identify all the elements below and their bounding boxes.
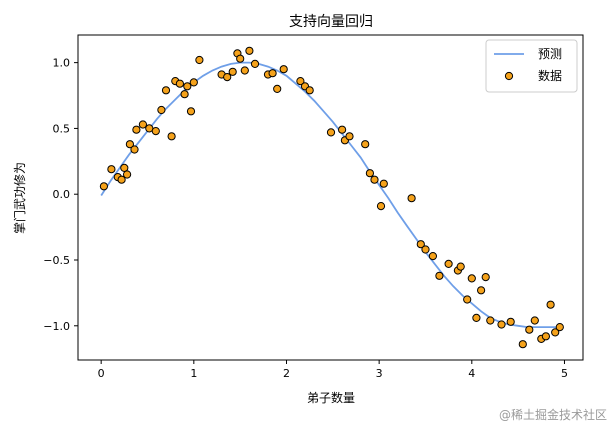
- data-point: [365, 169, 374, 178]
- data-point: [326, 128, 336, 137]
- data-point: [167, 132, 176, 141]
- legend-label-prediction: 预测: [538, 47, 562, 61]
- y-tick-label: 0.0: [53, 188, 71, 201]
- data-point: [117, 175, 126, 184]
- legend-box: [485, 39, 578, 93]
- x-tick-label: 4: [468, 367, 475, 380]
- data-point: [421, 245, 430, 254]
- y-tick-label: −1.0: [43, 320, 70, 333]
- data-point: [379, 179, 388, 188]
- data-point: [305, 86, 314, 95]
- data-point: [223, 73, 232, 82]
- data-point: [120, 163, 129, 172]
- data-point: [107, 165, 116, 174]
- data-point: [370, 175, 379, 184]
- data-point: [525, 325, 534, 334]
- data-point: [530, 316, 539, 325]
- data-point: [245, 46, 254, 55]
- data-point: [546, 300, 555, 309]
- data-point: [435, 271, 444, 280]
- data-point: [130, 145, 139, 154]
- data-point: [268, 69, 277, 78]
- data-point: [416, 240, 425, 249]
- data-point: [175, 79, 184, 88]
- y-tick-label: 1.0: [53, 57, 71, 70]
- data-point: [541, 332, 551, 341]
- data-point: [555, 323, 564, 332]
- x-axis: 0 1 2 3 4 5: [98, 360, 568, 380]
- data-point: [463, 295, 472, 304]
- y-axis: −1.0 −0.5 0.0 0.5 1.0: [43, 57, 78, 333]
- data-point: [497, 320, 506, 329]
- data-point: [428, 252, 437, 261]
- data-point: [518, 340, 527, 349]
- data-point: [345, 132, 354, 141]
- data-point: [296, 77, 305, 86]
- data-point: [99, 182, 109, 191]
- data-point: [157, 105, 166, 115]
- data-point: [250, 59, 260, 69]
- data-point: [123, 170, 132, 179]
- data-point: [138, 120, 147, 129]
- data-point: [376, 202, 386, 211]
- data-points: [99, 46, 564, 349]
- data-point: [338, 125, 347, 134]
- x-tick-label: 5: [561, 367, 568, 380]
- data-point: [125, 140, 134, 149]
- data-point: [279, 65, 288, 74]
- data-point: [273, 84, 282, 94]
- data-point: [151, 127, 160, 136]
- data-point: [228, 67, 237, 76]
- data-point: [132, 125, 141, 134]
- data-point: [481, 273, 490, 282]
- data-point: [467, 274, 476, 283]
- data-point: [183, 82, 192, 91]
- data-point: [240, 66, 249, 75]
- data-point: [186, 107, 196, 116]
- data-point: [407, 194, 416, 203]
- legend-label-data: 数据: [538, 68, 562, 83]
- x-tick-label: 3: [376, 367, 383, 380]
- watermark: @稀土掘金技术社区: [498, 408, 607, 422]
- data-point: [180, 90, 189, 99]
- data-point: [195, 55, 204, 65]
- y-axis-label: 掌门武功修为: [12, 162, 27, 234]
- y-tick-label: 0.5: [53, 122, 71, 135]
- data-point: [189, 78, 198, 87]
- x-tick-label: 2: [283, 367, 290, 380]
- data-point: [506, 317, 515, 326]
- data-point: [236, 54, 245, 63]
- prediction-line: [100, 61, 560, 328]
- chart-title: 支持向量回归: [289, 13, 373, 30]
- y-tick-label: −0.5: [43, 254, 70, 267]
- data-point: [486, 316, 495, 325]
- data-point: [472, 313, 481, 322]
- data-point: [361, 140, 370, 149]
- legend-marker-swatch: [504, 71, 514, 81]
- x-tick-label: 1: [190, 367, 197, 380]
- data-point: [161, 86, 171, 95]
- x-tick-label: 0: [98, 367, 105, 380]
- data-point: [444, 259, 453, 268]
- x-axis-label: 弟子数量: [307, 390, 355, 405]
- legend: 预测 数据: [485, 39, 578, 93]
- data-point: [551, 328, 560, 337]
- data-point: [477, 286, 486, 295]
- data-point: [456, 262, 465, 271]
